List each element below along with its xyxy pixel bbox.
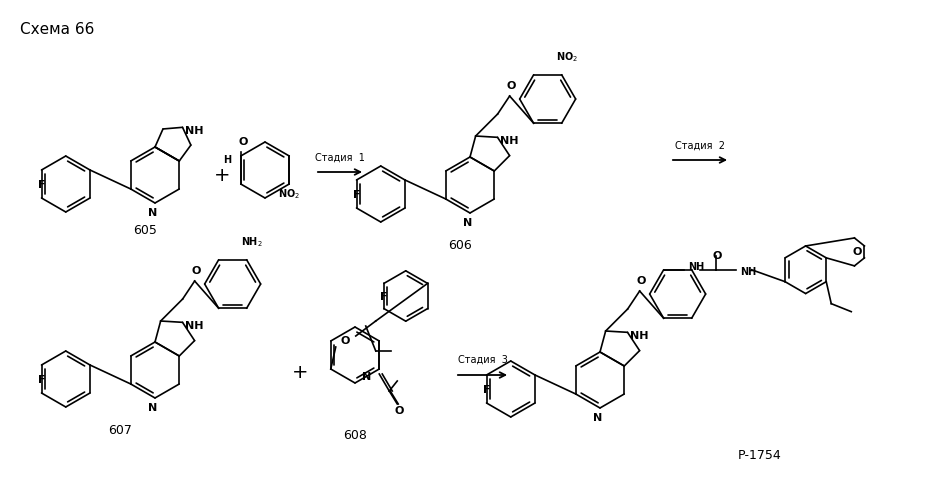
Text: NH: NH xyxy=(185,126,204,137)
Text: NO$_2$: NO$_2$ xyxy=(278,187,300,201)
Text: N: N xyxy=(464,218,473,228)
Text: O: O xyxy=(637,276,647,286)
Text: O: O xyxy=(341,336,350,346)
Text: Стадия  3: Стадия 3 xyxy=(458,355,508,365)
Text: NH: NH xyxy=(631,331,649,341)
Text: +: + xyxy=(292,363,309,382)
Text: F: F xyxy=(38,180,45,190)
Text: O: O xyxy=(713,251,722,261)
Text: O: O xyxy=(238,137,247,147)
Text: F: F xyxy=(380,292,388,302)
Text: Схема 66: Схема 66 xyxy=(20,22,94,37)
Text: Стадия  1: Стадия 1 xyxy=(315,153,365,163)
Text: 606: 606 xyxy=(448,239,472,251)
Text: NO$_2$: NO$_2$ xyxy=(556,50,578,64)
Text: 608: 608 xyxy=(343,429,367,441)
Text: O: O xyxy=(395,406,404,416)
Text: H: H xyxy=(223,155,230,165)
Text: Стадия  2: Стадия 2 xyxy=(675,141,725,151)
Text: NH: NH xyxy=(500,137,519,146)
Text: NH: NH xyxy=(185,321,204,331)
Text: O: O xyxy=(507,81,516,91)
Text: F: F xyxy=(353,190,361,200)
Text: 607: 607 xyxy=(108,423,132,436)
Text: 605: 605 xyxy=(133,224,157,237)
Text: +: + xyxy=(213,166,230,185)
Text: F: F xyxy=(38,375,45,385)
Text: NH: NH xyxy=(740,267,756,277)
Text: N: N xyxy=(148,403,158,413)
Text: NH: NH xyxy=(687,262,704,272)
Text: N: N xyxy=(594,413,602,423)
Text: O: O xyxy=(852,247,862,257)
Text: O: O xyxy=(192,266,201,276)
Text: Р-1754: Р-1754 xyxy=(738,449,782,462)
Text: NH$_2$: NH$_2$ xyxy=(241,235,262,249)
Text: N: N xyxy=(148,208,158,218)
Text: N: N xyxy=(362,372,371,382)
Text: F: F xyxy=(482,385,490,395)
